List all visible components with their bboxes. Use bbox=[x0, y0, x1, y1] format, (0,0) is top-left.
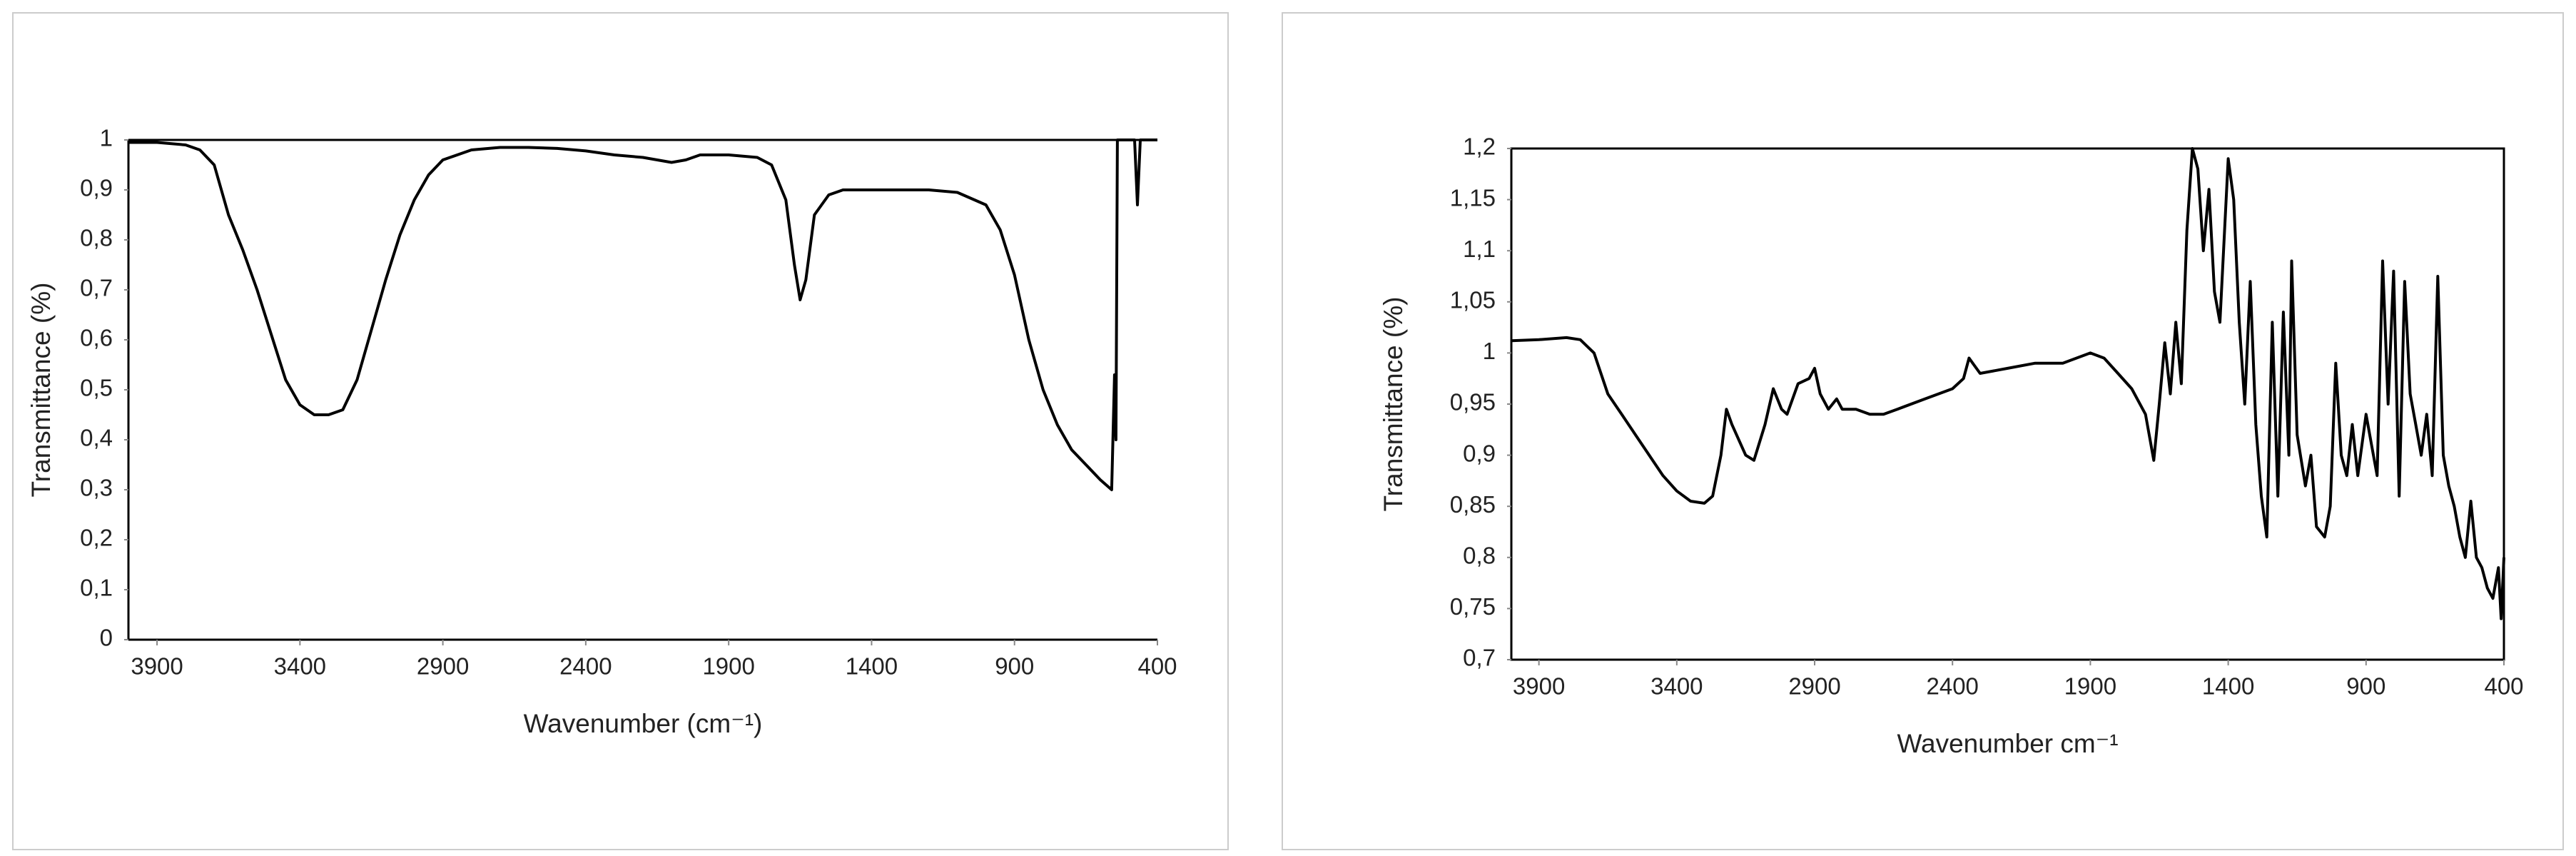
y-tick-label: 0,85 bbox=[1450, 491, 1496, 518]
y-tick-label: 0,5 bbox=[80, 375, 113, 401]
y-tick-label: 0,95 bbox=[1450, 389, 1496, 416]
x-tick-label: 2900 bbox=[417, 653, 469, 680]
x-tick-label: 3900 bbox=[1513, 673, 1565, 700]
y-tick-label: 0,8 bbox=[1463, 543, 1496, 569]
y-tick-label: 0,4 bbox=[80, 425, 113, 451]
y-tick-label: 1,05 bbox=[1450, 287, 1496, 313]
y-tick-label: 0 bbox=[100, 625, 113, 651]
y-tick-label: 0,8 bbox=[80, 225, 113, 251]
x-tick-label: 1900 bbox=[2064, 673, 2116, 700]
x-tick-label: 1900 bbox=[702, 653, 754, 680]
x-tick-label: 400 bbox=[1137, 653, 1177, 680]
x-tick-label: 2900 bbox=[1788, 673, 1840, 700]
x-tick-label: 3900 bbox=[131, 653, 183, 680]
x-tick-label: 3400 bbox=[1650, 673, 1703, 700]
y-tick-label: 1 bbox=[1483, 338, 1496, 364]
y-tick-label: 0,7 bbox=[80, 275, 113, 301]
x-tick-label: 1400 bbox=[846, 653, 898, 680]
spectrum-line bbox=[1511, 147, 2505, 620]
y-tick-label: 0,75 bbox=[1450, 593, 1496, 620]
y-tick-label: 1,1 bbox=[1463, 236, 1496, 262]
y-tick-label: 1,15 bbox=[1450, 184, 1496, 211]
x-axis-title: Wavenumber (cm⁻¹) bbox=[524, 709, 763, 738]
x-tick-label: 400 bbox=[2484, 673, 2523, 700]
y-tick-label: 1,2 bbox=[1463, 134, 1496, 160]
y-axis-title: Transmittance (%) bbox=[1379, 297, 1408, 512]
y-tick-label: 1 bbox=[100, 125, 113, 151]
x-tick-label: 1400 bbox=[2202, 673, 2254, 700]
x-axis-title: Wavenumber cm⁻¹ bbox=[1897, 729, 2118, 758]
y-tick-label: 0,9 bbox=[1463, 440, 1496, 466]
y-tick-label: 0,7 bbox=[1463, 645, 1496, 671]
panel-frame bbox=[1282, 12, 2564, 850]
panel-frame bbox=[12, 12, 1229, 850]
spectrum-line bbox=[128, 139, 1157, 491]
x-tick-label: 3400 bbox=[274, 653, 326, 680]
x-tick-label: 2400 bbox=[559, 653, 612, 680]
y-axis-title: Transmittance (%) bbox=[26, 283, 56, 498]
y-tick-label: 0,9 bbox=[80, 175, 113, 201]
x-tick-label: 900 bbox=[995, 653, 1034, 680]
y-tick-label: 0,1 bbox=[80, 575, 113, 601]
x-tick-label: 900 bbox=[2346, 673, 2385, 700]
y-tick-label: 0,2 bbox=[80, 525, 113, 551]
x-tick-label: 2400 bbox=[1927, 673, 1979, 700]
y-tick-label: 0,6 bbox=[80, 325, 113, 351]
y-tick-label: 0,3 bbox=[80, 475, 113, 501]
